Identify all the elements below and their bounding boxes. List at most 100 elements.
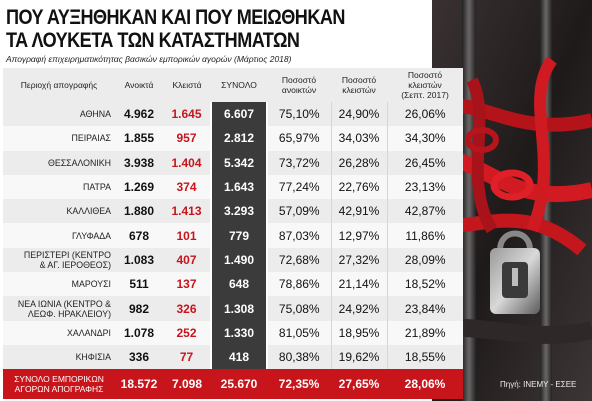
area-cell: ΝΕΑ ΙΩΝΙΑ (ΚΕΝΤΡΟ & ΛΕΩΦ. ΗΡΑΚΛΕΙΟΥ) [3, 296, 115, 321]
total-cell: 418 [210, 344, 268, 370]
area-cell: ΜΑΡΟΥΣΙ [3, 272, 115, 297]
closed-cell: 1.413 [163, 199, 211, 224]
pct-open-cell: 65,97% [267, 126, 331, 151]
area-line2: & ΑΓ. ΙΕΡΟΘΕΟΣ) [39, 259, 111, 270]
header-pct-closed-prev: Ποσοστό κλειστών (Σεπτ. 2017) [387, 68, 463, 102]
pct-prev-cell: 34,30% [386, 126, 463, 151]
table-row: ΚΗΦΙΣΙΑ 336 77 418 80,38% 19,62% 18,55% [3, 344, 463, 370]
header-pct-open-line1: Ποσοστό [281, 75, 317, 85]
total-closed: 7.098 [163, 369, 211, 400]
open-cell: 678 [115, 223, 163, 248]
open-cell: 336 [115, 344, 163, 370]
table-row: ΧΑΛΑΝΔΡΙ 1.078 252 1.330 81,05% 18,95% 21,89% [3, 320, 463, 345]
closed-cell: 326 [163, 296, 211, 321]
pct-open-cell: 57,09% [267, 199, 331, 224]
open-cell: 1.078 [115, 320, 163, 345]
total-cell: 2.812 [210, 126, 268, 151]
total-pct-prev: 28,06% [387, 369, 463, 400]
closed-cell: 1.645 [163, 102, 211, 127]
open-cell: 1.083 [115, 247, 163, 273]
closed-cell: 137 [163, 272, 211, 297]
closed-cell: 77 [163, 344, 211, 370]
total-area-line2: ΑΓΟΡΩΝ ΑΠΟΓΡΑΦΗΣ [14, 384, 104, 395]
pct-closed-cell: 27,32% [330, 247, 387, 273]
pct-prev-cell: 23,84% [386, 296, 463, 321]
area-cell: ΠΕΡΙΣΤΕΡΙ (ΚΕΝΤΡΟ & ΑΓ. ΙΕΡΟΘΕΟΣ) [3, 247, 115, 273]
pct-open-cell: 75,08% [267, 296, 331, 321]
area-line1: ΠΑΤΡΑ [82, 182, 111, 193]
header-pct-prev-line2: κλειστών [408, 80, 442, 90]
area-cell: ΧΑΛΑΝΔΡΙ [3, 320, 115, 345]
total-row: ΣΥΝΟΛΟ ΕΜΠΟΡΙΚΩΝ ΑΓΟΡΩΝ ΑΠΟΓΡΑΦΗΣ 18.572… [3, 369, 463, 400]
area-line1: ΑΘΗΝΑ [79, 109, 111, 120]
pct-closed-cell: 19,62% [330, 344, 387, 370]
pct-prev-cell: 18,55% [386, 344, 463, 370]
table-row: ΓΛΥΦΑΔΑ 678 101 779 87,03% 12,97% 11,86% [3, 223, 463, 248]
area-line1: ΚΗΦΙΣΙΑ [75, 352, 111, 363]
total-total: 25.670 [211, 369, 267, 400]
pct-closed-cell: 12,97% [330, 223, 387, 248]
pct-closed-cell: 24,90% [330, 102, 387, 127]
pct-closed-cell: 18,95% [330, 320, 387, 345]
pct-closed-cell: 22,76% [330, 174, 387, 200]
closed-cell: 374 [163, 174, 211, 200]
pct-closed-cell: 21,14% [330, 272, 387, 297]
table-row: ΠΑΤΡΑ 1.269 374 1.643 77,24% 22,76% 23,13% [3, 174, 463, 200]
pct-open-cell: 72,68% [267, 247, 331, 273]
area-cell: ΑΘΗΝΑ [3, 102, 115, 127]
padlock-photo [432, 0, 592, 401]
title-line-2: ΤΑ ΛΟΥΚΕΤΑ ΤΩΝ ΚΑΤΑΣΤΗΜΑΤΩΝ [6, 29, 300, 52]
source-note: Πηγή: ΙΝΕΜΥ - ΕΣΕΕ [500, 380, 577, 389]
open-cell: 511 [115, 272, 163, 297]
pct-open-cell: 81,05% [267, 320, 331, 345]
total-cell: 5.342 [210, 150, 268, 175]
header-pct-open: Ποσοστό ανοικτών [267, 68, 331, 102]
pct-open-cell: 77,24% [267, 174, 331, 200]
open-cell: 1.880 [115, 199, 163, 224]
area-cell: ΚΗΦΙΣΙΑ [3, 344, 115, 370]
open-cell: 4.962 [115, 102, 163, 127]
total-pct-closed: 27,65% [331, 369, 387, 400]
table-row: ΚΑΛΛΙΘΕΑ 1.880 1.413 3.293 57,09% 42,91% 42,87… [3, 199, 463, 224]
total-cell: 1.308 [210, 296, 268, 321]
header-pct-prev-line3: (Σεπτ. 2017) [401, 90, 449, 100]
area-cell: ΠΕΙΡΑΙΑΣ [3, 126, 115, 151]
header-pct-open-line2: ανοικτών [281, 85, 317, 95]
pct-closed-cell: 42,91% [330, 199, 387, 224]
pct-prev-cell: 26,45% [386, 150, 463, 175]
header-row: Περιοχή απογραφής Ανοικτά Κλειστά ΣΥΝΟΛΟ… [3, 68, 463, 102]
total-cell: 3.293 [210, 199, 268, 224]
pct-open-cell: 80,38% [267, 344, 331, 370]
pct-open-cell: 87,03% [267, 223, 331, 248]
header-total: ΣΥΝΟΛΟ [211, 68, 267, 102]
total-pct-open: 72,35% [267, 369, 331, 400]
table-row: ΘΕΣΣΑΛΟΝΙΚΗ 3.938 1.404 5.342 73,72% 26,28% 26… [3, 150, 463, 175]
header-pct-closed-line1: Ποσοστό [341, 75, 377, 85]
total-open: 18.572 [115, 369, 163, 400]
area-cell: ΓΛΥΦΑΔΑ [3, 223, 115, 248]
header-closed: Κλειστά [163, 68, 211, 102]
area-line1: ΘΕΣΣΑΛΟΝΙΚΗ [47, 157, 111, 168]
area-line1: ΧΑΛΑΝΔΡΙ [66, 327, 111, 338]
header-open: Ανοικτά [115, 68, 163, 102]
closed-cell: 252 [163, 320, 211, 345]
open-cell: 1.855 [115, 126, 163, 151]
pct-prev-cell: 21,89% [386, 320, 463, 345]
header-area: Περιοχή απογραφής [3, 68, 115, 102]
area-cell: ΘΕΣΣΑΛΟΝΙΚΗ [3, 150, 115, 175]
closed-cell: 407 [163, 247, 211, 273]
closed-cell: 957 [163, 126, 211, 151]
pct-prev-cell: 18,52% [386, 272, 463, 297]
pct-closed-cell: 26,28% [330, 150, 387, 175]
table-row: ΜΑΡΟΥΣΙ 511 137 648 78,86% 21,14% 18,52% [3, 272, 463, 297]
title-line-1: ΠΟΥ ΑΥΞΗΘΗΚΑΝ ΚΑΙ ΠΟΥ ΜΕΙΩΘΗΚΑΝ [6, 6, 345, 29]
total-cell: 1.330 [210, 320, 268, 345]
open-cell: 982 [115, 296, 163, 321]
open-cell: 1.269 [115, 174, 163, 200]
total-area: ΣΥΝΟΛΟ ΕΜΠΟΡΙΚΩΝ ΑΓΟΡΩΝ ΑΠΟΓΡΑΦΗΣ [3, 369, 115, 400]
closed-cell: 101 [163, 223, 211, 248]
pct-prev-cell: 26,06% [386, 102, 463, 127]
pct-prev-cell: 23,13% [386, 174, 463, 200]
pct-open-cell: 73,72% [267, 150, 331, 175]
header-pct-closed: Ποσοστό κλειστών [331, 68, 387, 102]
